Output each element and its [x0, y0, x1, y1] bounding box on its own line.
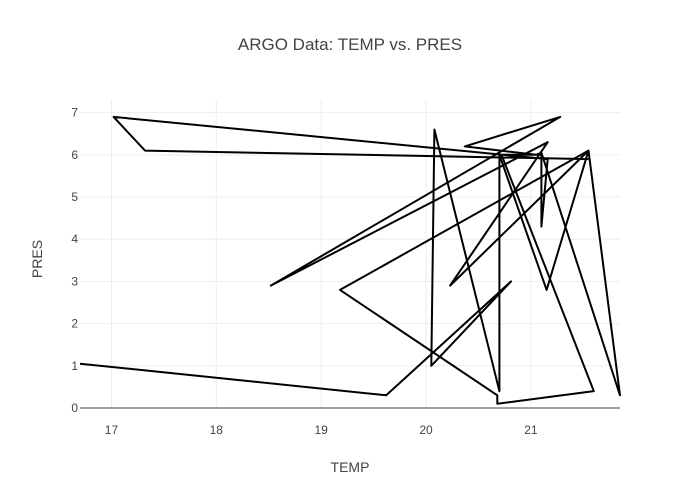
- y-tick-label: 3: [71, 274, 78, 288]
- y-tick-label: 1: [71, 359, 78, 373]
- y-tick-label: 4: [71, 232, 78, 246]
- x-axis-title: TEMP: [331, 459, 370, 475]
- y-tick-label: 2: [71, 317, 78, 331]
- y-tick-label: 0: [71, 401, 78, 415]
- x-tick-label: 18: [210, 423, 224, 437]
- y-tick-label: 7: [71, 106, 78, 120]
- x-tick-label: 19: [314, 423, 328, 437]
- series-line: [79, 115, 621, 405]
- tick-labels: 17 18 19 20 21 0 1 2 3 4 5 6 7: [71, 106, 538, 437]
- x-tick-label: 21: [524, 423, 538, 437]
- y-tick-label: 6: [71, 148, 78, 162]
- y-axis-title: PRES: [29, 240, 45, 278]
- x-tick-label: 17: [105, 423, 119, 437]
- y-tick-label: 5: [71, 190, 78, 204]
- plot-area: [79, 115, 621, 405]
- x-tick-label: 20: [419, 423, 433, 437]
- chart-title: ARGO Data: TEMP vs. PRES: [238, 35, 462, 54]
